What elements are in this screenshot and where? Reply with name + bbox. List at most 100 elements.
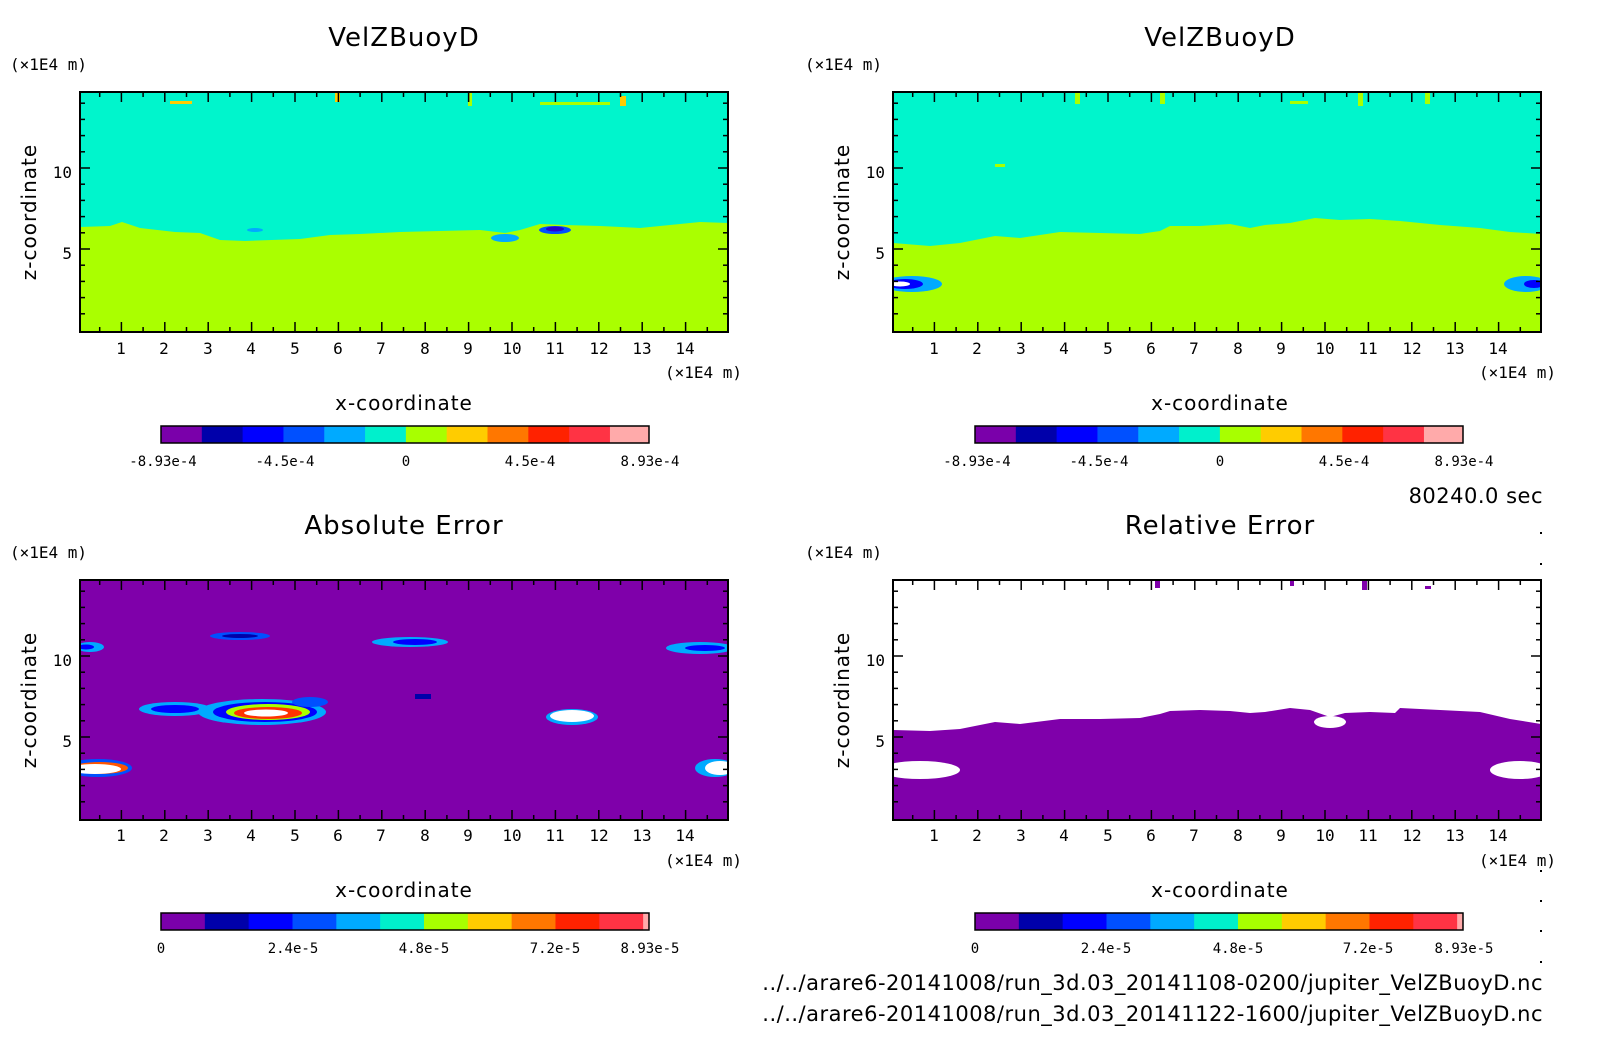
y-unit-label: (×1E4 m) [805, 55, 882, 74]
colorbar-swatch [1150, 913, 1195, 930]
colorbar-swatch [1301, 426, 1343, 443]
colorbar-label: 0 [1216, 454, 1224, 470]
colorbar-frame [974, 912, 1464, 931]
colorbar-swatch [1056, 426, 1098, 443]
x-tick-label: 7 [1189, 826, 1199, 845]
x-tick-label: 3 [1016, 339, 1026, 358]
x-tick-labels: 1 2 3 4 5 6 7 8 9 10 11 12 13 14 [929, 826, 1507, 845]
x-tick-label: 2 [972, 339, 982, 358]
colorbar-label: -8.93e-4 [129, 454, 196, 470]
x-tick-label: 1 [929, 339, 939, 358]
x-tick-label: 9 [463, 339, 473, 358]
colorbar-swatch [324, 426, 366, 443]
x-tick-label: 1 [116, 826, 126, 845]
y-tick-label: 5 [62, 244, 72, 263]
panel-title: VelZBuoyD [1144, 23, 1295, 53]
colorbar-swatch [1018, 913, 1064, 930]
colorbar-swatch [1015, 426, 1058, 443]
plot-field [80, 92, 728, 332]
colorbar-label: 2.4e-5 [1081, 941, 1132, 957]
colorbar-swatch [161, 913, 206, 930]
colorbar-label: 8.93e-5 [1434, 941, 1493, 957]
colorbar-label: -8.93e-4 [943, 454, 1010, 470]
x-tick-label: 3 [203, 339, 213, 358]
colorbar-swatch [1325, 913, 1370, 930]
colorbar-label: 0 [971, 941, 979, 957]
x-unit-label: (×1E4 m) [665, 363, 742, 382]
x-tick-label: 11 [545, 826, 564, 845]
x-tick-label: 8 [420, 826, 430, 845]
colorbar-swatch [405, 426, 448, 443]
x-tick-label: 8 [1233, 826, 1243, 845]
y-tick-label: 5 [62, 732, 72, 751]
colorbar [974, 912, 1464, 931]
panel-title: Relative Error [1125, 511, 1316, 541]
panel-bottom-left: Absolute Error (×1E4 m) [10, 511, 742, 957]
x-tick-label: 5 [1103, 339, 1113, 358]
panel-bottom-right: Relative Error (×1E4 m) 1 2 3 4 5 6 7 8 … [805, 511, 1556, 957]
colorbar-frame [974, 425, 1464, 444]
colorbar-label: 0 [402, 454, 410, 470]
colorbar-swatch [609, 426, 650, 443]
x-tick-label: 9 [1276, 339, 1286, 358]
colorbar-swatch [1179, 426, 1221, 443]
colorbar-swatch [1423, 426, 1464, 443]
colorbar-swatch [161, 426, 203, 443]
x-tick-label: 5 [1103, 826, 1113, 845]
plot-field [80, 580, 728, 820]
x-tick-label: 13 [1445, 339, 1464, 358]
colorbar-label: 7.2e-5 [530, 941, 581, 957]
colorbar-swatch [1369, 913, 1414, 930]
colorbar-label: 4.8e-5 [1213, 941, 1264, 957]
axis-ticks [80, 580, 728, 820]
x-tick-label: 12 [589, 826, 608, 845]
colorbar-label: 4.5e-4 [1319, 454, 1370, 470]
x-axis-label: x-coordinate [335, 391, 473, 415]
colorbar-swatch [555, 913, 600, 930]
y-axis-label: z-coordinate [830, 144, 854, 280]
colorbar-swatch [1237, 913, 1283, 930]
colorbar-swatch [1062, 913, 1107, 930]
colorbar-label: -4.5e-4 [255, 454, 314, 470]
colorbar-swatch [1194, 913, 1239, 930]
colorbar-swatch [1342, 426, 1384, 443]
colorbar-swatch [1383, 426, 1425, 443]
colorbar [974, 425, 1464, 444]
colorbar-swatch [1281, 913, 1327, 930]
x-tick-label: 10 [1315, 339, 1334, 358]
x-tick-label: 12 [1402, 339, 1421, 358]
x-tick-label: 3 [1016, 826, 1026, 845]
colorbar-swatch [446, 426, 489, 443]
axis-ticks [80, 92, 728, 332]
x-tick-label: 13 [1445, 826, 1464, 845]
x-unit-label: (×1E4 m) [1479, 851, 1556, 870]
colorbar-frame [160, 425, 650, 444]
colorbar-swatch [528, 426, 570, 443]
colorbar-label: 4.5e-4 [505, 454, 556, 470]
x-tick-label: 7 [376, 826, 386, 845]
y-tick-label: 5 [875, 244, 885, 263]
colorbar-label: 8.93e-5 [620, 941, 679, 957]
x-tick-label: 12 [589, 339, 608, 358]
x-tick-label: 11 [1358, 339, 1377, 358]
axis-ticks [893, 92, 1541, 332]
x-tick-label: 1 [929, 826, 939, 845]
y-unit-label: (×1E4 m) [805, 543, 882, 562]
colorbar-swatch [283, 426, 325, 443]
colorbar-swatch [643, 913, 650, 930]
colorbar-label: -4.5e-4 [1069, 454, 1128, 470]
x-tick-label: 8 [1233, 339, 1243, 358]
x-tick-label: 5 [290, 826, 300, 845]
x-tick-label: 6 [333, 826, 343, 845]
y-unit-label: (×1E4 m) [10, 543, 87, 562]
colorbar-swatch [487, 426, 529, 443]
y-axis-label: z-coordinate [17, 144, 41, 280]
file-path-1: ../../arare6-20141008/run_3d.03_20141108… [762, 971, 1543, 996]
colorbar-label: 2.4e-5 [268, 941, 319, 957]
y-axis-label: z-coordinate [17, 632, 41, 768]
colorbar-label: 8.93e-4 [1434, 454, 1493, 470]
time-label: 80240.0 sec [1409, 484, 1543, 508]
colorbar-swatch [1413, 913, 1458, 930]
colorbar-swatch [1260, 426, 1303, 443]
